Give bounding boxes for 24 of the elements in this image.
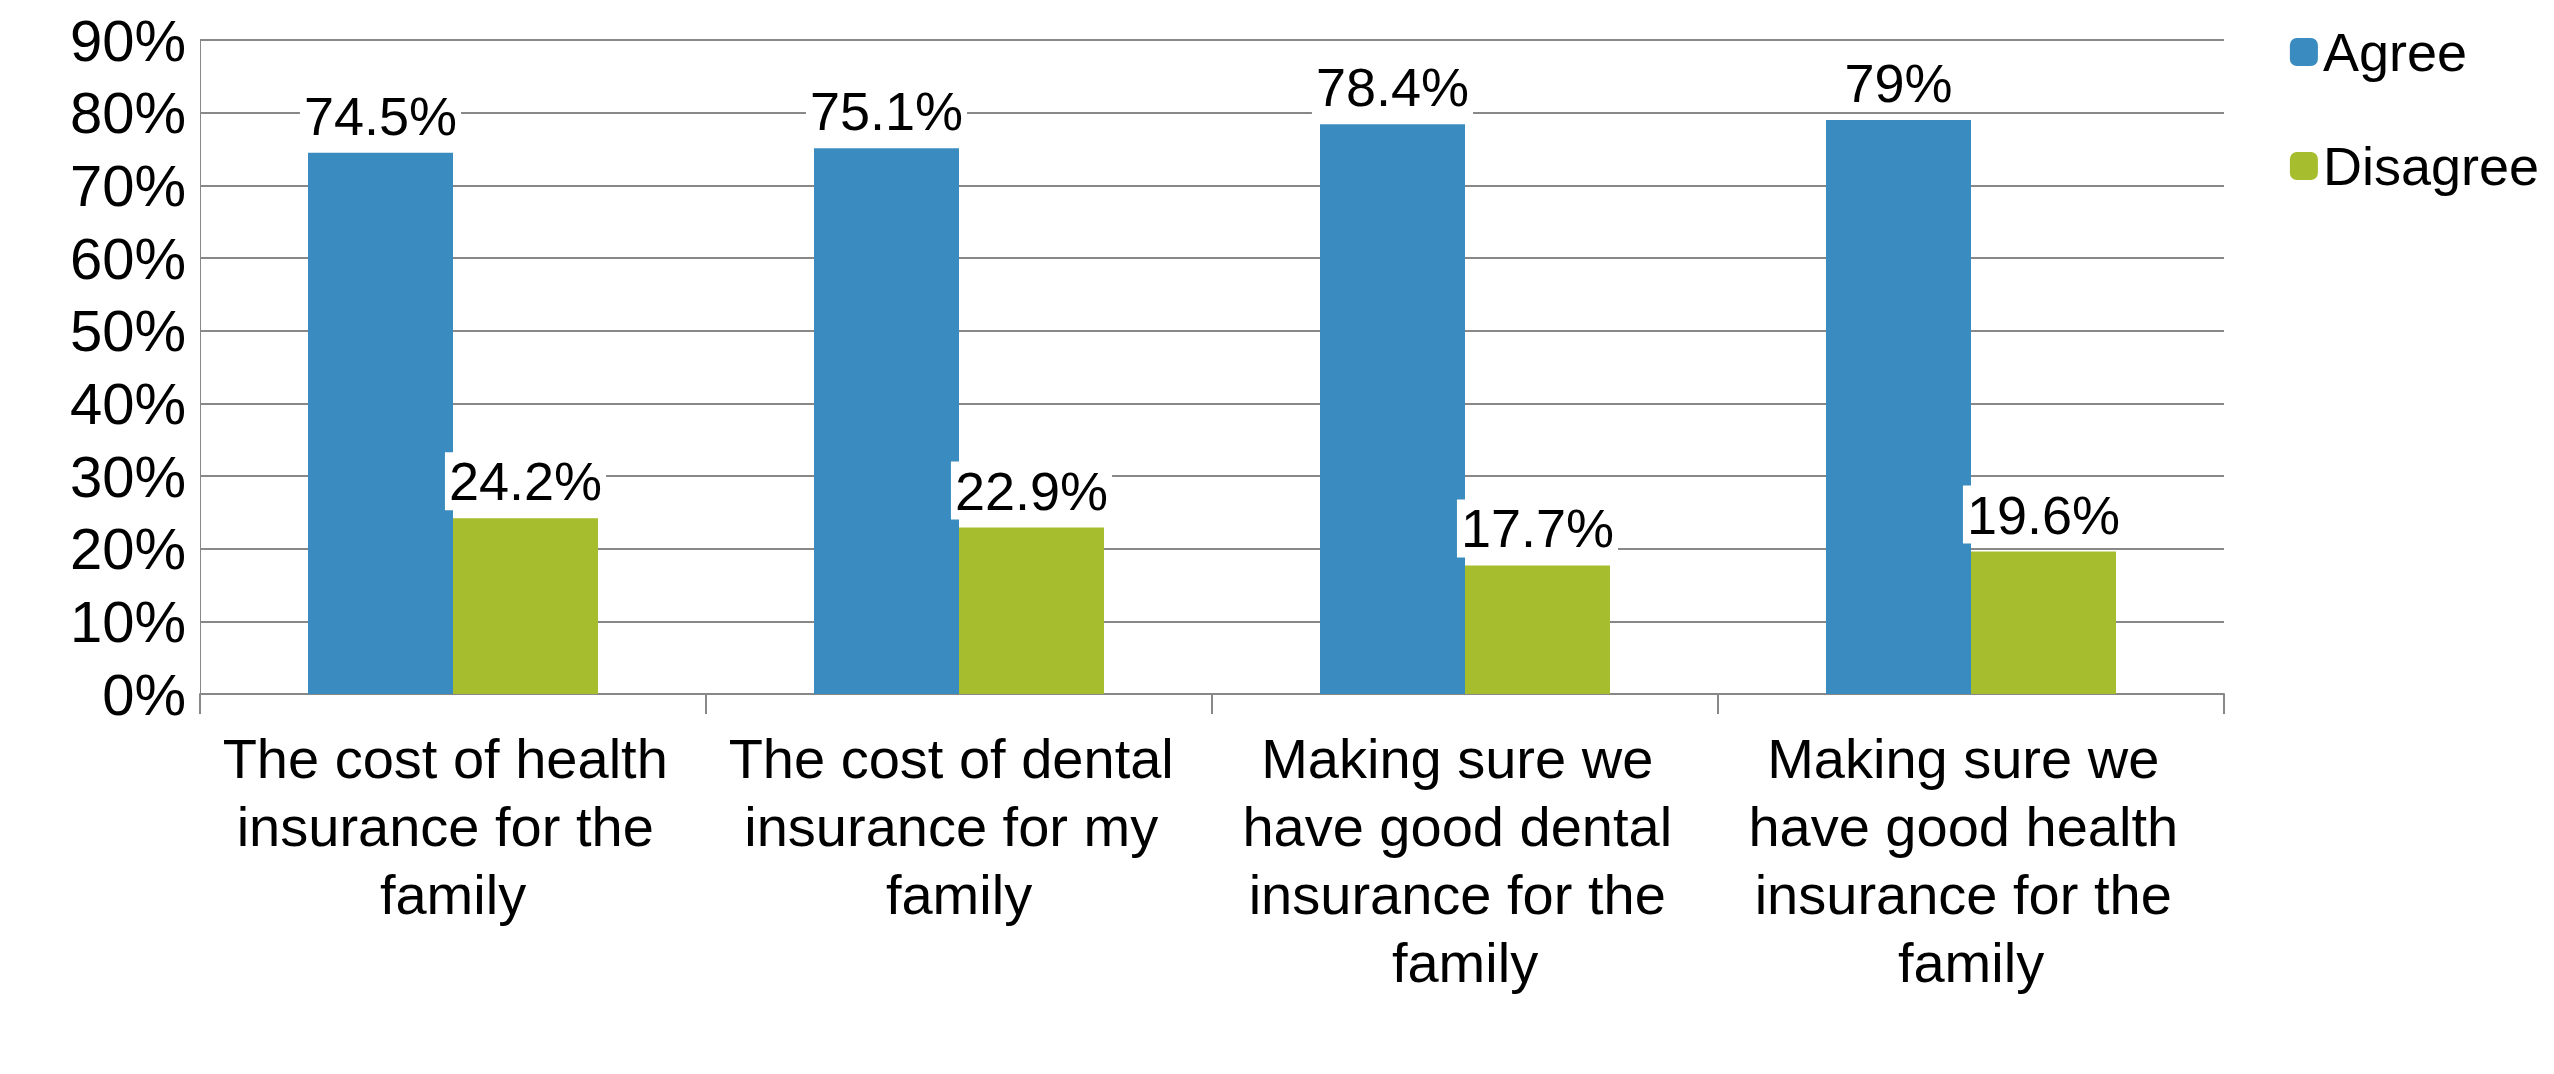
y-tick-label: 30% <box>69 443 186 509</box>
data-label: 75.1% <box>809 81 964 142</box>
y-tick-label: 60% <box>69 225 186 291</box>
data-label: 17.7% <box>1460 498 1615 559</box>
y-tick-label: 10% <box>69 588 186 654</box>
y-tick-label: 70% <box>69 152 186 218</box>
x-tick-label: The cost of dental insurance for my family <box>728 726 1190 926</box>
y-tick-label: 80% <box>69 80 186 146</box>
x-tick-label: The cost of health insurance for the family <box>222 726 684 926</box>
data-label: 78.4% <box>1315 57 1470 118</box>
data-label: 79% <box>1844 52 1953 113</box>
legend-label: Agree <box>2322 22 2467 82</box>
y-tick-label: 0% <box>102 661 186 727</box>
y-tick-label: 90% <box>69 7 186 73</box>
data-label: 24.2% <box>448 451 603 512</box>
legend-label: Disagree <box>2322 136 2539 196</box>
y-tick-label: 20% <box>69 516 186 582</box>
y-tick-label: 50% <box>69 298 186 364</box>
data-label: 19.6% <box>1966 484 2121 545</box>
x-tick-label: Making sure we have good dental insurance for the family <box>1242 726 1688 994</box>
data-label: 74.5% <box>303 85 458 146</box>
y-tick-label: 40% <box>69 370 186 436</box>
x-tick-label: Making sure we have good health insurance for the family <box>1748 726 2194 994</box>
data-label: 22.9% <box>954 460 1109 521</box>
